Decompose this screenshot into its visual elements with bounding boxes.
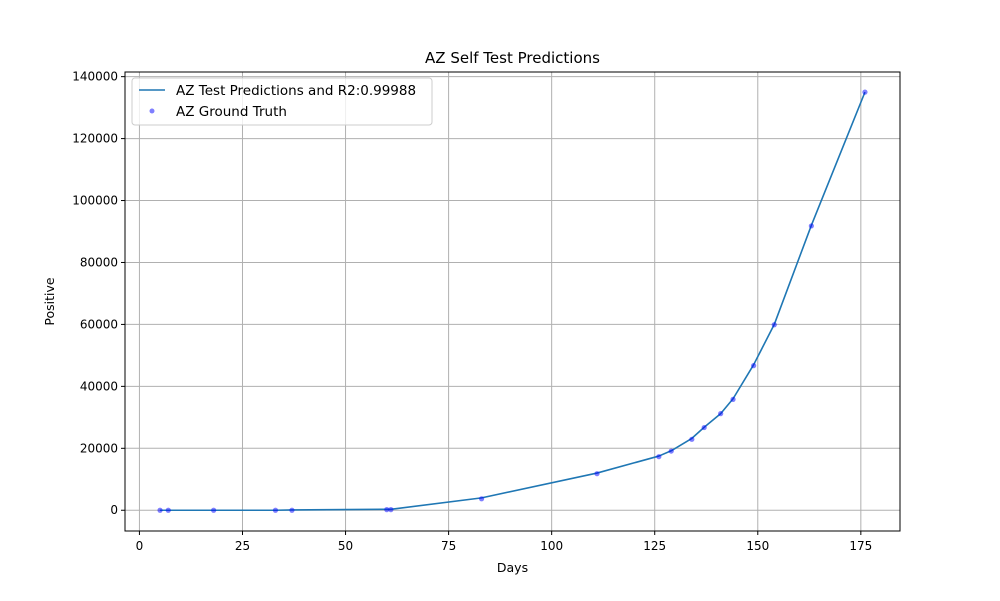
y-tick-label: 0 [110, 503, 118, 517]
y-tick-label: 20000 [80, 441, 118, 455]
x-tick-label: 25 [235, 539, 250, 553]
ground-truth-point [668, 448, 674, 454]
ground-truth-point [771, 322, 777, 328]
y-tick-label: 60000 [80, 317, 118, 331]
ground-truth-point [388, 507, 394, 513]
y-tick-label: 40000 [80, 379, 118, 393]
legend-box [131, 77, 433, 126]
ground-truth-point [165, 507, 171, 513]
ground-truth-point [594, 471, 600, 477]
ground-truth-point [701, 424, 707, 431]
ground-truth-point [862, 89, 868, 95]
x-tick-label: 150 [746, 539, 769, 553]
data-layer [157, 89, 868, 513]
x-tick-label: 100 [540, 539, 563, 553]
x-axis-label: Days [497, 560, 528, 575]
chart-title: AZ Self Test Predictions [425, 49, 600, 67]
ground-truth-point [384, 507, 390, 513]
ground-truth-point [689, 436, 695, 442]
plot-frame [124, 71, 901, 532]
ground-truth-point [272, 507, 279, 513]
x-tick-label: 125 [643, 539, 666, 553]
x-tick-label: 175 [849, 539, 872, 553]
ground-truth-point [478, 496, 485, 502]
ground-truth-point [751, 363, 757, 369]
x-tick-label: 50 [338, 539, 353, 553]
legend: AZ Test Predictions and R2:0.99988 AZ Gr… [131, 77, 433, 126]
legend-dot-swatch [149, 108, 155, 114]
x-tick-label: 75 [441, 539, 456, 553]
axis-ticks: 0 25 50 75 100 125 150 175 0 20000 40000 60000 80000… [72, 70, 872, 553]
ground-truth-point [157, 507, 163, 513]
ground-truth-point [808, 223, 814, 229]
y-axis-label: Positive [42, 277, 57, 325]
ground-truth-point [718, 411, 724, 417]
grid-lines [125, 72, 900, 531]
y-tick-label: 80000 [80, 255, 118, 269]
y-tick-label: 100000 [72, 194, 118, 208]
ground-truth-point [211, 507, 217, 513]
legend-label-ground-truth: AZ Ground Truth [176, 104, 287, 120]
x-tick-label: 0 [136, 539, 144, 553]
y-tick-label: 140000 [72, 70, 118, 84]
legend-label-predictions: AZ Test Predictions and R2:0.99988 [176, 83, 416, 99]
ground-truth-point [730, 396, 736, 402]
ground-truth-point [289, 507, 295, 513]
y-tick-label: 120000 [72, 132, 118, 146]
predictions-line [160, 91, 866, 512]
ground-truth-point [656, 454, 662, 460]
